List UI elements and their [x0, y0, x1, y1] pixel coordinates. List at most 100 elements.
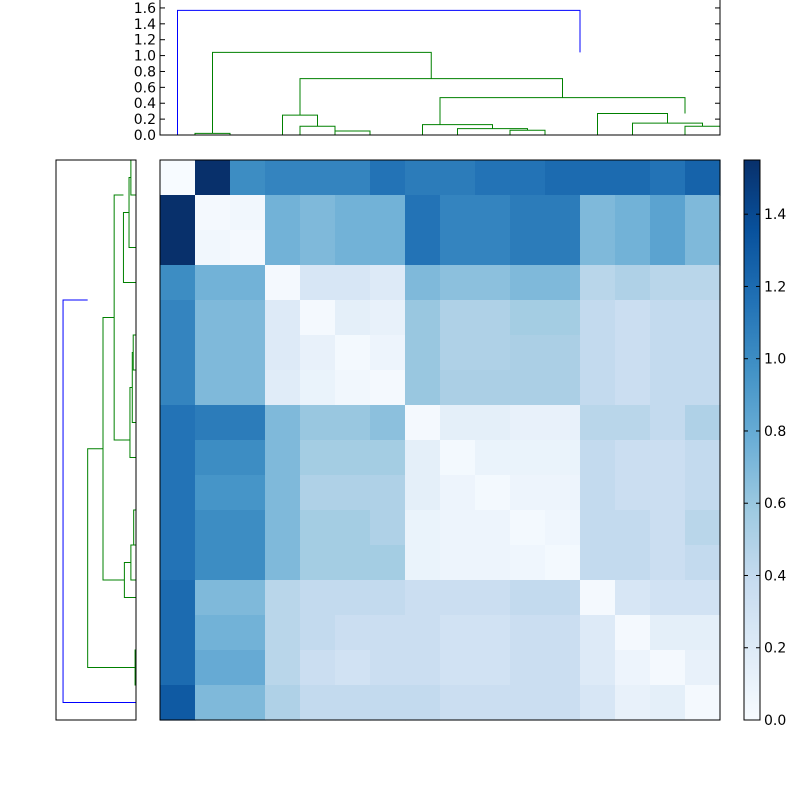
- left-dendrogram-link: [123, 562, 136, 598]
- heatmap-cell: [475, 650, 511, 686]
- heatmap-cell: [615, 160, 651, 196]
- left-dendrogram-link: [129, 387, 136, 458]
- heatmap-cell: [405, 300, 441, 336]
- heatmap-cell: [160, 335, 196, 371]
- heatmap-cell: [440, 475, 476, 511]
- heatmap-cell: [545, 230, 581, 266]
- heatmap-cell: [685, 580, 721, 616]
- heatmap-cell: [335, 615, 371, 651]
- heatmap-cell: [510, 195, 546, 231]
- heatmap-cell: [160, 405, 196, 441]
- heatmap-cell: [440, 510, 476, 546]
- heatmap-cell: [475, 510, 511, 546]
- heatmap-cell: [405, 230, 441, 266]
- heatmap-cell: [335, 230, 371, 266]
- heatmap-cell: [160, 265, 196, 301]
- heatmap-cell: [370, 195, 406, 231]
- colorbar-gradient: [744, 160, 760, 720]
- heatmap-cell: [580, 685, 616, 721]
- heatmap-cell: [265, 510, 301, 546]
- heatmap-cell: [475, 160, 511, 196]
- heatmap-cell: [510, 615, 546, 651]
- heatmap-cell: [650, 545, 686, 581]
- heatmap-cell: [685, 370, 721, 406]
- heatmap-cell: [580, 265, 616, 301]
- heatmap-cell: [685, 685, 721, 721]
- heatmap-cell: [580, 370, 616, 406]
- heatmap-cell: [265, 475, 301, 511]
- heatmap-cell: [685, 510, 721, 546]
- top-dendrogram-y-axis: 0.00.20.40.60.81.01.21.41.6: [134, 1, 720, 144]
- heatmap-cell: [580, 405, 616, 441]
- top-dendrogram-link: [299, 78, 563, 116]
- top-dendrogram-link: [597, 113, 668, 135]
- heatmap-cell: [475, 335, 511, 371]
- left-dendrogram-link: [133, 509, 136, 546]
- heatmap-cell: [230, 300, 266, 336]
- colorbar-tick-label: 0.4: [764, 568, 786, 584]
- colorbar: 0.0 0.2 0.4 0.6 0.8 1.0 1.2 1.4: [743, 159, 786, 729]
- heatmap-cell: [160, 510, 196, 546]
- heatmap-cell: [615, 370, 651, 406]
- heatmap-cell: [545, 545, 581, 581]
- top-dendrogram-tick-label: 0.8: [134, 64, 156, 80]
- heatmap-cell: [160, 580, 196, 616]
- top-dendrogram-link: [457, 128, 528, 135]
- heatmap-cell: [230, 160, 266, 196]
- heatmap-cell: [685, 300, 721, 336]
- heatmap-cell: [300, 405, 336, 441]
- heatmap-cell: [335, 160, 371, 196]
- heatmap-cell: [335, 580, 371, 616]
- heatmap-cell: [230, 650, 266, 686]
- heatmap-cell: [615, 615, 651, 651]
- left-dendrogram-link: [102, 317, 125, 581]
- heatmap-cell: [230, 230, 266, 266]
- heatmap-cell: [370, 160, 406, 196]
- heatmap-cell: [510, 265, 546, 301]
- heatmap-cell: [405, 195, 441, 231]
- top-dendrogram-tick-label: 0.4: [134, 96, 156, 112]
- heatmap-cell: [265, 195, 301, 231]
- heatmap-cell: [650, 475, 686, 511]
- heatmap-cell: [545, 440, 581, 476]
- heatmap-cell: [335, 545, 371, 581]
- heatmap-cell: [370, 510, 406, 546]
- heatmap-cell: [335, 405, 371, 441]
- heatmap-cell: [265, 545, 301, 581]
- left-dendrogram-link: [122, 212, 136, 283]
- heatmap-cell: [405, 440, 441, 476]
- heatmap-cell: [475, 440, 511, 476]
- top-dendrogram-link: [177, 9, 581, 135]
- heatmap-cell: [230, 475, 266, 511]
- heatmap-cell: [510, 300, 546, 336]
- top-dendrogram-tick-label: 1.6: [134, 1, 156, 17]
- colorbar-tick-label: 0.0: [764, 713, 786, 729]
- heatmap-cell: [370, 300, 406, 336]
- heatmap-cell: [230, 265, 266, 301]
- heatmap-cell: [440, 650, 476, 686]
- heatmap-cell: [265, 650, 301, 686]
- heatmap-cell: [510, 580, 546, 616]
- heatmap-cell: [195, 230, 231, 266]
- heatmap-cell: [475, 300, 511, 336]
- heatmap-cell: [265, 615, 301, 651]
- heatmap-cell: [405, 265, 441, 301]
- heatmap-cell: [545, 160, 581, 196]
- heatmap-cell: [195, 195, 231, 231]
- heatmap-cell: [650, 230, 686, 266]
- heatmap-cell: [300, 195, 336, 231]
- heatmap-cell: [580, 230, 616, 266]
- heatmap-cell: [615, 545, 651, 581]
- heatmap-cell: [685, 335, 721, 371]
- heatmap-cell: [160, 615, 196, 651]
- heatmap-cell: [160, 475, 196, 511]
- heatmap-cell: [300, 510, 336, 546]
- heatmap-cell: [580, 545, 616, 581]
- heatmap-cell: [580, 475, 616, 511]
- heatmap-cell: [160, 370, 196, 406]
- heatmap-cell: [615, 580, 651, 616]
- colorbar-tick-label: 1.0: [764, 352, 786, 368]
- heatmap-cell: [510, 230, 546, 266]
- heatmap-cell: [230, 335, 266, 371]
- heatmap-cell: [685, 440, 721, 476]
